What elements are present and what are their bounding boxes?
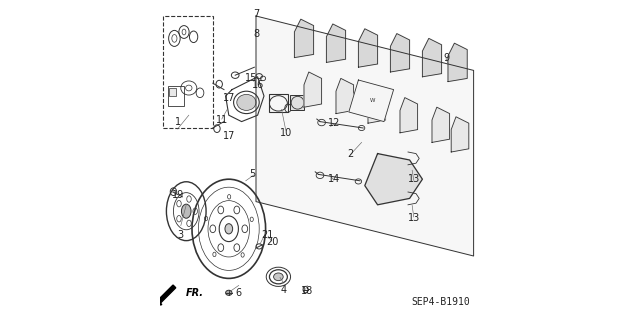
- Text: 10: 10: [280, 128, 292, 138]
- Polygon shape: [400, 98, 418, 133]
- Text: 16: 16: [252, 80, 264, 90]
- Text: 3: 3: [178, 230, 184, 240]
- Polygon shape: [256, 16, 474, 256]
- Text: 20: 20: [266, 236, 278, 247]
- Text: 21: 21: [261, 230, 273, 240]
- Text: 15: 15: [245, 73, 257, 84]
- Text: FR.: FR.: [186, 288, 204, 298]
- Polygon shape: [326, 24, 346, 62]
- Text: 7: 7: [253, 9, 259, 20]
- Text: 13: 13: [408, 212, 420, 223]
- Ellipse shape: [237, 94, 256, 110]
- Text: 2: 2: [348, 148, 353, 159]
- Text: 11: 11: [216, 115, 228, 125]
- Bar: [269, 94, 288, 112]
- Polygon shape: [358, 29, 378, 67]
- Bar: [169, 88, 176, 96]
- Polygon shape: [390, 34, 410, 72]
- Polygon shape: [432, 107, 450, 142]
- Ellipse shape: [182, 204, 191, 218]
- Polygon shape: [368, 88, 385, 123]
- Text: 6: 6: [236, 288, 241, 298]
- Text: 8: 8: [253, 28, 259, 39]
- Text: W: W: [370, 98, 376, 103]
- Text: 19: 19: [172, 190, 184, 200]
- Text: 12: 12: [328, 118, 340, 128]
- Text: SEP4-B1910: SEP4-B1910: [412, 297, 470, 307]
- Ellipse shape: [225, 224, 233, 234]
- Polygon shape: [349, 80, 394, 122]
- Polygon shape: [422, 38, 442, 77]
- Polygon shape: [451, 117, 468, 152]
- Polygon shape: [336, 78, 354, 114]
- Bar: [290, 95, 304, 110]
- Text: 17: 17: [223, 131, 235, 141]
- Text: 1: 1: [175, 116, 180, 127]
- FancyArrow shape: [155, 285, 176, 306]
- Text: 14: 14: [328, 174, 340, 184]
- Text: 13: 13: [408, 174, 420, 184]
- Ellipse shape: [226, 290, 232, 295]
- Text: 9: 9: [444, 52, 449, 63]
- Text: 17: 17: [223, 92, 235, 103]
- Text: 5: 5: [250, 169, 256, 180]
- Polygon shape: [294, 19, 314, 58]
- Polygon shape: [365, 154, 422, 205]
- Polygon shape: [304, 72, 322, 107]
- Bar: [168, 86, 184, 106]
- Ellipse shape: [273, 273, 283, 281]
- Text: 4: 4: [280, 284, 286, 295]
- Text: 18: 18: [301, 286, 314, 296]
- Bar: [163, 16, 212, 128]
- Polygon shape: [448, 43, 467, 82]
